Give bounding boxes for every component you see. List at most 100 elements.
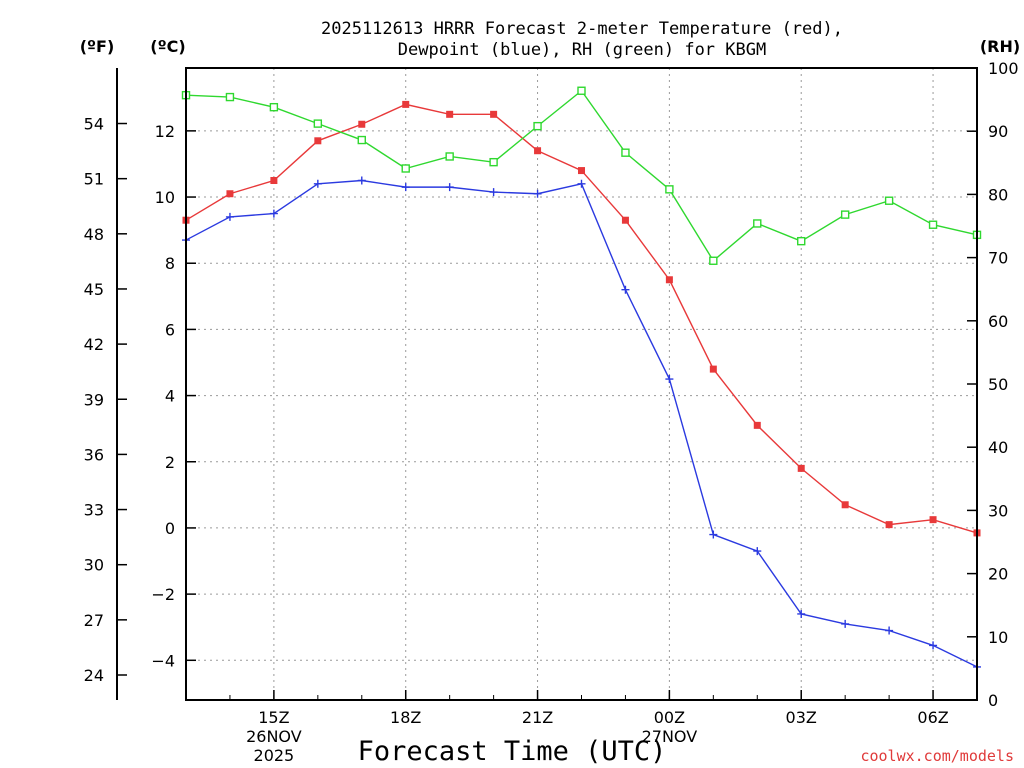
rh-point xyxy=(357,135,366,145)
fahrenheit-tick-label: 30 xyxy=(84,556,104,575)
temperature-point xyxy=(490,110,498,118)
rh-tick-label: 70 xyxy=(988,249,1008,268)
rh-tick-label: 30 xyxy=(988,501,1008,520)
dewpoint-point xyxy=(797,609,806,618)
rh-point xyxy=(489,157,498,167)
time-tick-label: 15Z xyxy=(258,708,289,727)
celsius-tick-label: 2 xyxy=(165,453,175,472)
temperature-point xyxy=(665,276,673,284)
dewpoint-point xyxy=(357,176,366,185)
celsius-tick-label: 12 xyxy=(155,122,175,141)
dewpoint-point xyxy=(577,179,586,188)
rh-point xyxy=(621,148,630,157)
rh-point xyxy=(709,256,718,265)
rh-point xyxy=(225,92,235,102)
rh-series xyxy=(181,86,982,265)
fahrenheit-tick-label: 24 xyxy=(84,666,104,685)
credit-label: coolwx.com/models xyxy=(860,747,1014,765)
celsius-tick-label: 8 xyxy=(165,254,175,273)
temperature-series xyxy=(182,100,981,537)
temperature-point xyxy=(929,516,937,524)
fahrenheit-tick-label: 33 xyxy=(84,501,104,520)
temperature-point xyxy=(402,100,410,108)
celsius-tick-label: 0 xyxy=(165,519,175,538)
celsius-tick-label: 10 xyxy=(155,188,175,207)
rh-point xyxy=(928,220,938,229)
rh-point xyxy=(753,219,762,228)
time-tick-label: 03Z xyxy=(786,708,817,727)
rh-tick-label: 80 xyxy=(988,185,1008,204)
dewpoint-point xyxy=(269,209,278,218)
grid-layer xyxy=(186,68,977,700)
rh-unit-label: (RH) xyxy=(980,37,1020,56)
rh-point xyxy=(313,119,323,128)
temperature-point xyxy=(841,501,849,509)
fahrenheit-tick-label: 42 xyxy=(84,335,104,354)
date-tick-label: 26NOV xyxy=(246,727,302,746)
rh-tick-label: 90 xyxy=(988,122,1008,141)
celsius-unit-label: (ºC) xyxy=(150,37,185,56)
temperature-point xyxy=(578,167,585,175)
time-tick-label: 21Z xyxy=(522,708,553,727)
rh-line xyxy=(185,89,978,262)
chart-title-line2: Dewpoint (blue), RH (green) for KBGM xyxy=(398,40,766,60)
fahrenheit-tick-label: 39 xyxy=(84,390,104,409)
rh-point xyxy=(401,164,410,173)
rh-point xyxy=(665,185,674,194)
fahrenheit-tick-label: 45 xyxy=(84,280,104,299)
dewpoint-point xyxy=(225,212,234,221)
temperature-point xyxy=(534,147,542,155)
temperature-point xyxy=(709,365,717,373)
time-tick-label: 18Z xyxy=(390,708,421,727)
dewpoint-point xyxy=(313,179,322,188)
rh-tick-label: 50 xyxy=(988,375,1008,394)
fahrenheit-tick-label: 48 xyxy=(84,225,104,244)
rh-point xyxy=(797,236,806,246)
dewpoint-point xyxy=(753,547,762,556)
dewpoint-point xyxy=(665,375,674,384)
fahrenheit-tick-label: 54 xyxy=(84,115,104,134)
rh-tick-label: 100 xyxy=(988,59,1019,78)
temperature-point xyxy=(885,521,893,529)
fahrenheit-tick-label: 27 xyxy=(84,611,104,630)
dewpoint-point xyxy=(841,619,850,628)
dewpoint-point xyxy=(621,285,630,294)
chart-title-line1: 2025112613 HRRR Forecast 2-meter Tempera… xyxy=(321,19,843,39)
dewpoint-point xyxy=(445,183,454,192)
time-tick-label: 00Z xyxy=(654,708,685,727)
dewpoint-point xyxy=(489,188,498,197)
rh-tick-label: 40 xyxy=(988,438,1008,457)
x-axis-title: Forecast Time (UTC) xyxy=(358,736,667,767)
rh-point xyxy=(269,102,279,112)
temperature-point xyxy=(314,137,322,145)
rh-tick-label: 10 xyxy=(988,628,1008,647)
fahrenheit-tick-label: 36 xyxy=(84,445,104,464)
dewpoint-point xyxy=(401,183,410,192)
fahrenheit-tick-label: 51 xyxy=(84,170,104,189)
plot-frame xyxy=(185,67,978,701)
temperature-point xyxy=(621,216,629,224)
date-tick-label: 27NOV xyxy=(642,727,698,746)
year-tick-label: 2025 xyxy=(254,746,295,765)
temperature-point xyxy=(797,464,805,472)
rh-point xyxy=(577,86,586,95)
celsius-tick-label: 6 xyxy=(165,320,175,339)
temperature-point xyxy=(270,177,278,185)
celsius-tick-label: −2 xyxy=(151,585,175,604)
temperature-point xyxy=(753,421,761,429)
dewpoint-point xyxy=(709,530,718,539)
time-tick-label: 06Z xyxy=(917,708,948,727)
dewpoint-point xyxy=(533,189,542,198)
temperature-point xyxy=(226,190,234,198)
dewpoint-point xyxy=(929,641,938,650)
axis-layer: 121086420−2−4545148454239363330272410090… xyxy=(84,59,1019,765)
dewpoint-point xyxy=(885,626,894,635)
rh-tick-label: 20 xyxy=(988,565,1008,584)
rh-point xyxy=(533,121,542,131)
dewpoint-series xyxy=(182,176,981,671)
celsius-tick-label: −4 xyxy=(151,651,175,670)
rh-point xyxy=(884,196,894,205)
fahrenheit-unit-label: (ºF) xyxy=(80,37,115,56)
rh-point xyxy=(445,152,454,161)
